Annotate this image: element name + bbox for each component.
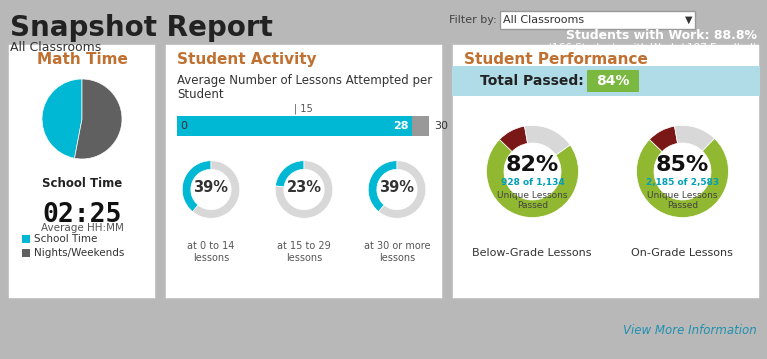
Text: Unique Lessons: Unique Lessons: [647, 191, 718, 200]
Text: 84%: 84%: [596, 74, 630, 88]
Text: Below-Grade Lessons: Below-Grade Lessons: [472, 248, 592, 258]
Wedge shape: [650, 126, 677, 152]
Wedge shape: [525, 126, 570, 155]
Text: 23%: 23%: [287, 180, 321, 195]
Text: Passed: Passed: [517, 201, 548, 210]
Text: at 30 or more
lessons: at 30 or more lessons: [364, 241, 430, 264]
Text: Students with Work: 88.8%: Students with Work: 88.8%: [566, 29, 757, 42]
Wedge shape: [368, 161, 397, 212]
Text: All Classrooms: All Classrooms: [503, 15, 584, 25]
Text: Passed: Passed: [667, 201, 698, 210]
Text: Student Activity: Student Activity: [177, 52, 317, 67]
FancyBboxPatch shape: [587, 70, 639, 92]
Text: 39%: 39%: [380, 180, 414, 195]
Text: at 0 to 14
lessons: at 0 to 14 lessons: [187, 241, 235, 264]
Text: 39%: 39%: [193, 180, 229, 195]
Wedge shape: [193, 161, 240, 218]
Wedge shape: [637, 139, 729, 218]
Wedge shape: [379, 161, 426, 218]
Text: On-Grade Lessons: On-Grade Lessons: [631, 248, 733, 258]
Text: Average HH:MM: Average HH:MM: [41, 223, 123, 233]
Bar: [165, 44, 443, 299]
Wedge shape: [275, 161, 333, 218]
Text: Unique Lessons: Unique Lessons: [497, 191, 568, 200]
Bar: [8, 44, 156, 299]
Text: 0: 0: [180, 121, 187, 131]
Text: Total Passed:: Total Passed:: [480, 74, 584, 88]
Text: Average Number of Lessons Attempted per: Average Number of Lessons Attempted per: [177, 74, 433, 87]
Bar: [452, 66, 760, 96]
Bar: [22, 249, 30, 257]
Text: Student: Student: [177, 88, 224, 101]
Bar: [177, 116, 429, 136]
Wedge shape: [42, 79, 82, 158]
Text: | 15: | 15: [294, 103, 312, 114]
Wedge shape: [486, 140, 578, 218]
Text: Math Time: Math Time: [37, 52, 127, 67]
Text: Nights/Weekends: Nights/Weekends: [34, 248, 124, 258]
Bar: [177, 116, 412, 136]
Bar: [500, 11, 695, 29]
Wedge shape: [499, 126, 528, 152]
Text: 82%: 82%: [506, 155, 559, 174]
Wedge shape: [183, 161, 211, 212]
Text: All Classrooms: All Classrooms: [10, 41, 101, 54]
Text: 85%: 85%: [656, 155, 709, 174]
Text: Filter by:: Filter by:: [449, 15, 497, 25]
Text: Snapshot Report: Snapshot Report: [10, 14, 273, 42]
Text: 30: 30: [434, 121, 448, 131]
Text: 02:25: 02:25: [42, 202, 122, 228]
Text: at 15 to 29
lessons: at 15 to 29 lessons: [277, 241, 331, 264]
Bar: [452, 44, 760, 299]
Text: (166 Students with Work / 187 Enrolled): (166 Students with Work / 187 Enrolled): [548, 43, 757, 53]
Bar: [22, 235, 30, 243]
Text: Student Performance: Student Performance: [464, 52, 648, 67]
Wedge shape: [74, 79, 122, 159]
Text: 2,185 of 2,583: 2,185 of 2,583: [646, 178, 719, 187]
Text: 28: 28: [393, 121, 408, 131]
Text: School Time: School Time: [34, 234, 97, 244]
Text: View More Information: View More Information: [624, 324, 757, 337]
Text: 928 of 1,134: 928 of 1,134: [501, 178, 565, 187]
Text: ▼: ▼: [684, 15, 692, 25]
Text: School Time: School Time: [42, 177, 122, 190]
Wedge shape: [275, 161, 304, 187]
Wedge shape: [674, 126, 714, 151]
